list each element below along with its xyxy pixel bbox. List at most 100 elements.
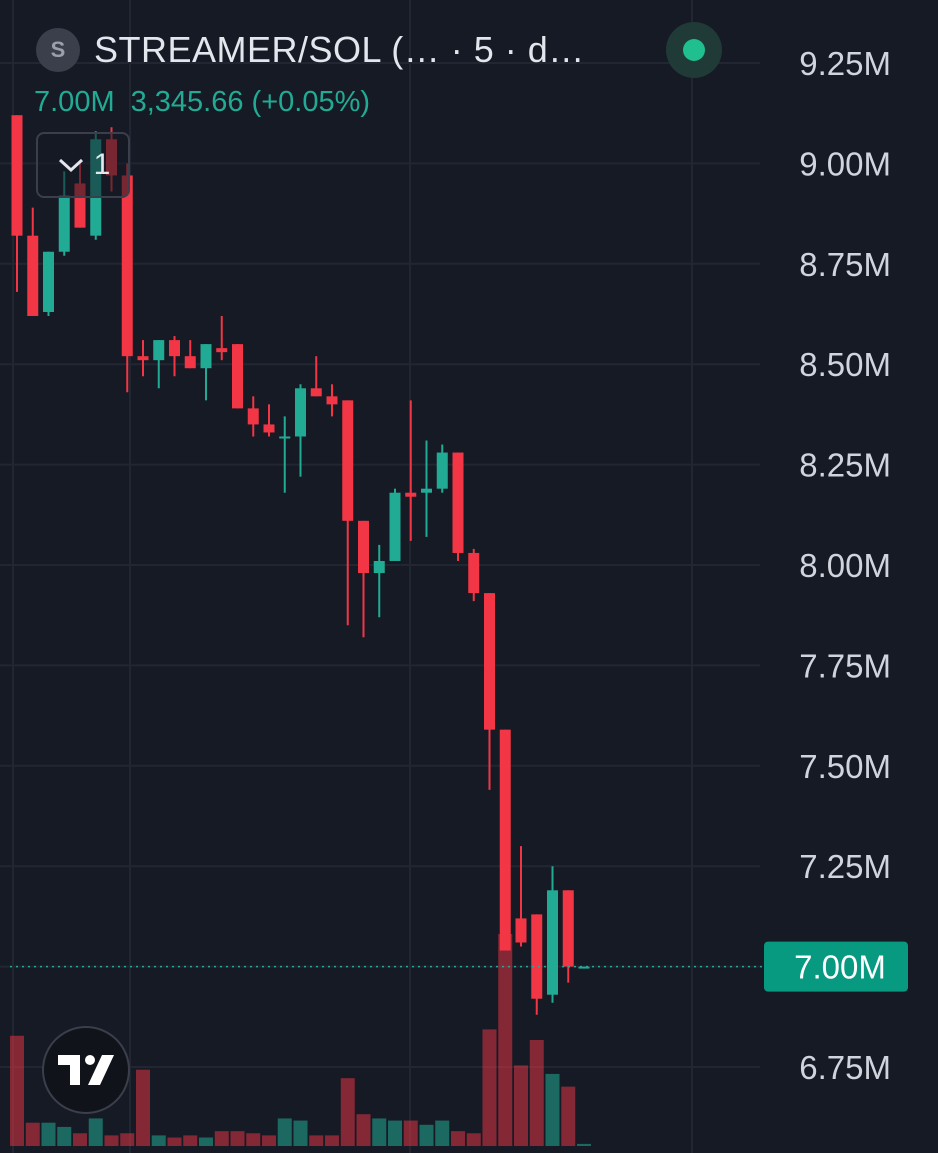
candle	[484, 593, 495, 790]
candle-body	[153, 340, 165, 361]
volume-bar	[57, 1126, 72, 1146]
tradingview-logo-glyph	[58, 1055, 114, 1085]
candle-body	[531, 914, 543, 999]
indicators-collapse-button[interactable]: 1	[36, 132, 130, 198]
candle-body	[499, 729, 511, 951]
volume-bar	[309, 1135, 324, 1146]
candle-body	[358, 520, 369, 574]
candle	[515, 846, 527, 947]
volume-bars	[10, 934, 591, 1146]
volume-bar	[514, 1065, 528, 1146]
volume-bar	[25, 1122, 40, 1146]
candle	[373, 544, 385, 618]
candle-body	[389, 492, 401, 561]
volume-bar	[482, 1029, 497, 1146]
candle-body	[484, 593, 495, 730]
candle	[421, 440, 432, 537]
volume-bar	[73, 1133, 87, 1146]
tradingview-logo-icon[interactable]	[42, 1026, 130, 1114]
symbol-header[interactable]: S STREAMER/SOL (… · 5 · d…	[36, 26, 585, 74]
candle	[232, 344, 243, 409]
volume-bar	[498, 934, 513, 1146]
volume-bar	[435, 1120, 450, 1146]
candle-body	[74, 183, 86, 228]
volume-bar	[277, 1118, 292, 1146]
symbol-logo-icon: S	[36, 28, 80, 72]
candle	[531, 914, 543, 1015]
candle	[263, 404, 275, 437]
candle	[310, 356, 322, 397]
candle-body	[263, 424, 275, 433]
candle-body	[279, 436, 291, 439]
candle-body	[562, 890, 574, 967]
last-value: 7.00M	[34, 86, 115, 118]
candle-body	[326, 396, 338, 405]
candle	[295, 384, 306, 477]
price-axis-label: 7.50M	[799, 748, 891, 785]
candle-body	[373, 560, 385, 574]
candle	[326, 384, 338, 417]
candle-body	[169, 340, 180, 357]
volume-bar	[214, 1131, 229, 1146]
candle	[468, 548, 480, 602]
candle-body	[421, 488, 432, 493]
candle-body	[295, 388, 306, 437]
price-axis-label: 8.25M	[799, 447, 891, 484]
candle	[184, 340, 196, 369]
live-status-dot-icon[interactable]	[666, 22, 722, 78]
candle-body	[27, 235, 39, 317]
volume-bar	[451, 1131, 465, 1146]
price-axis[interactable]: 9.25M 9.00M 8.75M 8.50M 8.25M 8.00M 7.75M 7.50M…	[799, 45, 891, 1086]
candle	[547, 866, 558, 1003]
symbol-title[interactable]: STREAMER/SOL (… · 5 · d…	[94, 29, 585, 70]
volume-bar	[10, 1035, 24, 1146]
volume-bar	[419, 1124, 434, 1146]
candle	[137, 340, 149, 377]
candle-body	[405, 492, 417, 497]
candle	[216, 316, 228, 361]
last-price-label: 7.00M	[794, 949, 886, 986]
candle	[405, 400, 417, 541]
volume-bar	[529, 1040, 544, 1146]
volume-bar	[246, 1133, 261, 1146]
volume-bar	[199, 1137, 213, 1146]
candle-body	[58, 195, 70, 252]
candle-body	[200, 344, 212, 369]
candle	[358, 520, 369, 638]
candle	[247, 396, 259, 437]
candle-body	[436, 452, 448, 489]
price-axis-label: 7.25M	[799, 848, 891, 885]
volume-bar	[262, 1135, 276, 1146]
last-price-tag: 7.00M	[764, 941, 908, 992]
candle	[499, 729, 511, 951]
volume-bar	[136, 1069, 150, 1146]
candle	[169, 336, 180, 377]
candle-body	[578, 966, 590, 969]
candle-body	[247, 408, 259, 425]
candle	[452, 452, 464, 561]
candle	[389, 488, 401, 561]
candle-body	[310, 388, 322, 397]
ohlc-legend: 7.00M 3,345.66 (+0.05%)	[34, 86, 370, 119]
candle	[279, 416, 291, 493]
candle	[27, 207, 39, 317]
candle-body	[547, 890, 558, 995]
candle-body	[515, 918, 527, 943]
candle-body	[43, 251, 54, 312]
candle-body	[468, 552, 480, 594]
price-axis-label: 9.00M	[799, 145, 891, 182]
volume-bar	[88, 1118, 103, 1146]
volume-bar	[104, 1135, 119, 1146]
candle	[436, 444, 448, 493]
volume-bar	[466, 1133, 481, 1146]
volume-bar	[356, 1114, 371, 1146]
candle	[342, 400, 354, 626]
candle-body	[11, 115, 23, 236]
volume-bar	[120, 1133, 135, 1146]
volume-bar	[293, 1120, 308, 1146]
candle-body	[342, 400, 354, 521]
candle	[562, 890, 574, 983]
candle-body	[184, 356, 196, 369]
indicator-count: 1	[93, 148, 111, 181]
